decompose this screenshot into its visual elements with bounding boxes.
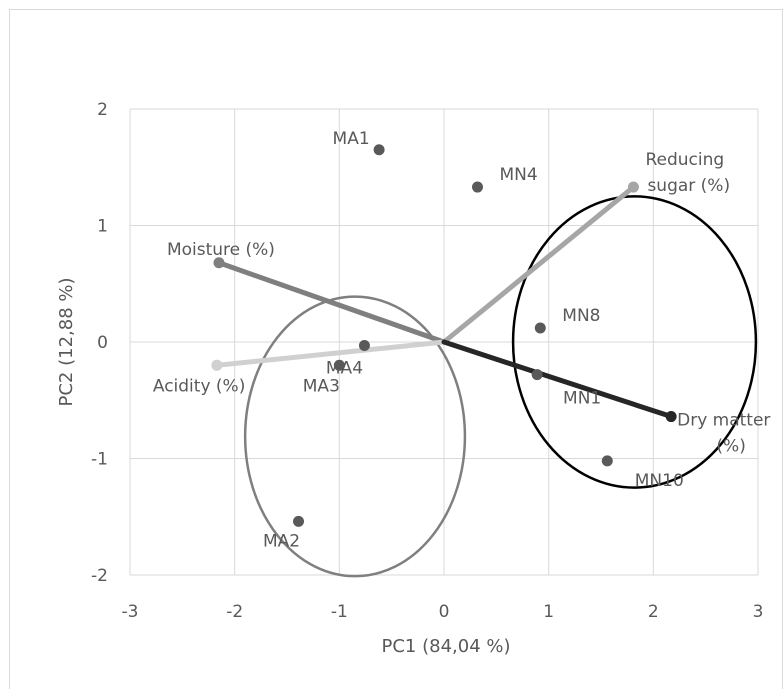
x-tick-label: -3	[122, 602, 139, 622]
x-axis-title: PC1 (84,04 %)	[382, 636, 511, 657]
x-tick-labels: -3 -2 -1 0 1 2 3	[122, 602, 764, 622]
y-tick-label: -2	[91, 566, 108, 586]
x-tick-label: 0	[439, 602, 450, 622]
y-tick-label: 0	[97, 333, 108, 353]
vector-label: Dry matter	[677, 411, 770, 431]
y-tick-label: -1	[91, 450, 108, 470]
y-axis-title: PC2 (12,88 %)	[56, 278, 77, 407]
x-tick-label: 2	[648, 602, 659, 622]
point-label: MN4	[499, 165, 537, 185]
cluster-ellipse	[243, 295, 467, 578]
data-point	[601, 455, 613, 467]
chart-frame	[9, 9, 783, 689]
x-tick-label: 1	[543, 602, 554, 622]
vector-end-marker	[665, 411, 677, 423]
vector-end-marker	[211, 359, 223, 371]
vector-line	[441, 339, 674, 420]
data-point	[471, 181, 483, 193]
data-point	[358, 339, 370, 351]
vector-label: sugar (%)	[647, 176, 730, 196]
vector-label: Acidity (%)	[153, 376, 245, 396]
point-label: MA3	[303, 376, 340, 396]
vector-label: Moisture (%)	[167, 240, 275, 260]
y-tick-label: 2	[97, 100, 108, 120]
data-point	[373, 144, 385, 156]
cluster-ellipse	[511, 195, 758, 489]
x-tick-label: 3	[753, 602, 764, 622]
point-label: MN8	[562, 306, 600, 326]
point-label: MA1	[333, 129, 370, 149]
loading-vectors: Reducing sugar (%) Moisture (%) Acidity (%)…	[153, 150, 771, 457]
y-tick-label: 1	[97, 217, 108, 237]
x-tick-label: -1	[331, 602, 348, 622]
cluster-ellipses	[243, 195, 758, 578]
data-point	[293, 515, 305, 527]
vector-label: Reducing	[645, 150, 724, 170]
vector-end-marker	[213, 257, 225, 269]
point-label: MN10	[635, 471, 684, 491]
point-label: MN1	[563, 389, 601, 409]
y-tick-labels: 2 1 0 -1 -2	[91, 100, 108, 586]
vector-end-marker	[627, 181, 639, 193]
vector-label: (%)	[716, 437, 745, 457]
data-point	[333, 359, 345, 371]
data-point	[534, 322, 546, 334]
vector-line	[441, 184, 636, 345]
point-label: MA2	[263, 531, 300, 551]
vector-line	[214, 339, 447, 368]
x-tick-label: -2	[226, 602, 243, 622]
vector-line	[216, 260, 447, 345]
data-point	[531, 369, 543, 381]
